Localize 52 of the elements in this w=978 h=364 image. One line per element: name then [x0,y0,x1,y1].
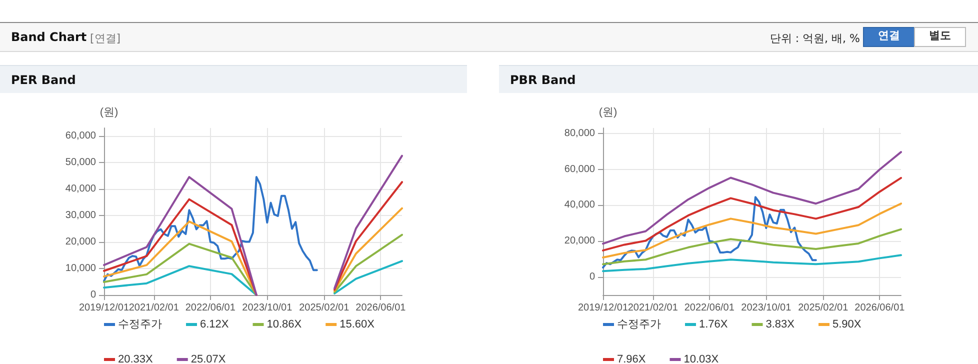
legend-label: 7.96X [617,354,646,364]
line-series [602,176,902,252]
line-series [602,196,817,269]
y-tick-label: 50,000 [65,156,96,168]
x-tick-label: 2025/02/01 [299,302,350,314]
y-tick-label: 40,000 [65,183,96,194]
x-tick-label: 2021/02/01 [628,302,678,314]
line-series [602,228,902,266]
y-tick-label: 40,000 [564,200,596,211]
chart-title: PBR Band [510,73,576,87]
y-tick-label: 20,000 [65,236,96,248]
text: [연결] [90,31,121,46]
x-tick-label: 2025/02/01 [798,302,849,314]
y-tick-label: 10,000 [65,262,96,274]
text: 단위 : 억원, 배, % [770,31,860,46]
legend-label: 6.12X [200,318,230,330]
y-tick-label: 60,000 [65,130,96,142]
x-tick-label: 2026/06/01 [854,302,906,314]
legend-label: 3.83X [766,318,796,330]
x-tick-label: 2026/06/01 [356,302,406,314]
x-tick-label: 2019/12/01 [578,302,628,314]
legend-label: 수정주가 [617,318,661,330]
x-tick-label: 2023/10/01 [242,302,293,314]
x-tick-label: 2021/02/01 [128,302,180,314]
y-axis-title: (원) [100,106,118,118]
line-series [602,151,902,245]
legend-label: 수정주가 [118,318,162,330]
chart-title: PER Band [11,73,76,87]
x-tick-label: 2023/10/01 [741,302,792,314]
legend-label: 10.86X [266,318,302,330]
legend-label: 10.03X [684,354,720,364]
y-axis-title: (원) [598,106,618,118]
y-tick-label: 20,000 [564,236,596,247]
text: Band Chart [11,30,87,44]
y-tick-label: 30,000 [65,210,96,221]
legend-label: 20.33X [118,354,154,364]
x-tick-label: 2019/12/01 [78,302,130,314]
text: 연결 [863,27,915,47]
legend-label: 1.76X [699,318,728,330]
x-tick-label: 2022/06/01 [185,302,236,314]
y-tick-label: 0 [90,290,96,300]
y-tick-label: 80,000 [564,128,596,139]
x-tick-label: 2022/06/01 [684,302,735,314]
y-tick-label: 0 [589,272,596,283]
legend-label: 5.90X [832,318,862,330]
line-series [602,202,902,258]
line-series [103,176,318,282]
text: 별도 [914,27,966,47]
y-tick-label: 60,000 [564,164,596,175]
legend-label: 25.07X [190,354,226,364]
legend-label: 15.60X [340,318,376,330]
line-series [602,254,902,272]
